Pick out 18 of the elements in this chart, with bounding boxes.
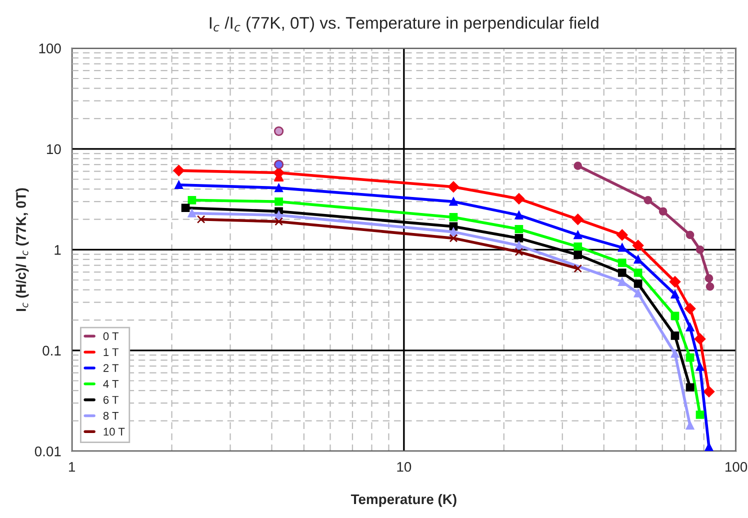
legend-label: 4 T (103, 380, 119, 388)
x-axis-title: Temperature (K) (350, 494, 456, 507)
legend-label: 10 T (104, 428, 125, 436)
chart-title: I$_{c}$ /I$_{c}$ (77K, 0T) vs. Temperature in perpendicular field (210, 16, 598, 32)
y-tick-label: 10 (47, 144, 61, 154)
y-tick-label: 0.1 (42, 346, 61, 356)
x-tick-label: 1 (69, 462, 75, 472)
legend-label: 6 T (103, 396, 119, 404)
legend-label: 8 T (103, 412, 119, 420)
x-tick-label: 10 (397, 462, 412, 472)
y-tick-label: 0.01 (34, 446, 61, 456)
legend-label: 1 T (104, 348, 119, 356)
y-axis-title: I$_{c}$ (H/c)/ I$_{c}$ (77K, 0T) (16, 188, 29, 311)
x-tick-label: 100 (726, 462, 748, 472)
legend-label: 2 T (103, 364, 119, 372)
y-tick-label: 1 (54, 245, 61, 255)
y-tick-label: 100 (39, 44, 61, 54)
legend-label: 0 T (103, 332, 119, 340)
